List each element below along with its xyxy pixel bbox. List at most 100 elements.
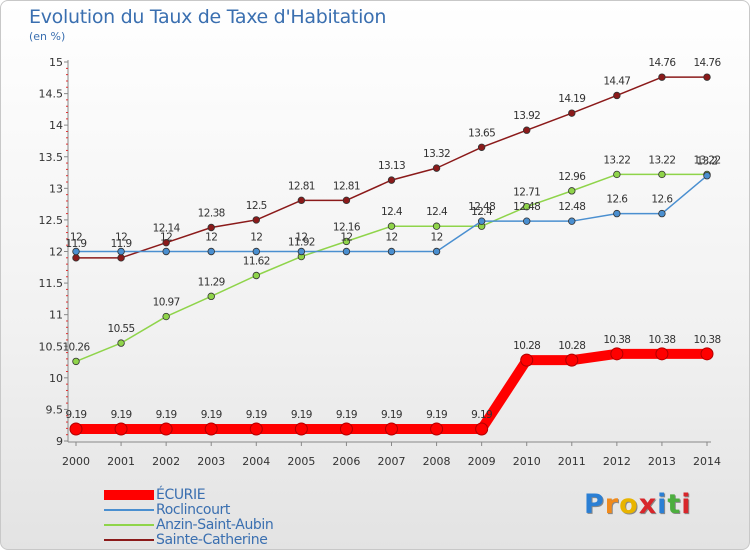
data-point	[342, 247, 351, 256]
data-point	[342, 237, 351, 246]
data-point	[613, 170, 621, 179]
data-point	[432, 247, 441, 256]
data-label: 10.38	[648, 334, 675, 346]
data-point	[703, 171, 711, 180]
y-tick-label: 13.5	[39, 151, 64, 164]
data-point	[658, 170, 666, 179]
data-label: 11.9	[111, 238, 132, 250]
data-label: 9.19	[336, 409, 357, 421]
data-point	[703, 73, 711, 81]
y-tick-label: 9.5	[46, 403, 64, 416]
data-point	[117, 247, 125, 256]
data-point	[432, 164, 441, 172]
data-point	[523, 202, 531, 211]
data-point	[162, 247, 170, 256]
data-point	[339, 422, 353, 436]
x-tick-label: 2007	[378, 455, 406, 468]
legend-label-sainte-catherine: Sainte-Catherine	[156, 532, 268, 548]
data-point	[72, 247, 80, 256]
data-label: 13.65	[468, 127, 495, 139]
legend-label-anzin: Anzin-Saint-Aubin	[156, 517, 274, 533]
data-label: 11.9	[66, 238, 87, 250]
data-point	[162, 312, 170, 321]
data-label: 12	[205, 232, 217, 244]
y-tick-label: 12.5	[39, 214, 64, 227]
data-label: 13.22	[648, 154, 675, 166]
data-label: 10.38	[603, 334, 630, 346]
data-point	[69, 422, 83, 436]
x-tick-label: 2003	[197, 455, 225, 468]
data-label: 14.76	[693, 57, 721, 69]
data-point	[568, 217, 576, 225]
x-tick-label: 2014	[693, 455, 721, 468]
x-tick-label: 2000	[62, 455, 90, 468]
data-label: 13.13	[378, 160, 405, 172]
data-label: 9.19	[156, 409, 177, 421]
data-label: 13.32	[423, 148, 450, 160]
data-point	[297, 247, 306, 256]
data-point	[658, 209, 666, 218]
data-label: 12.48	[468, 201, 495, 213]
y-tick-label: 13	[49, 182, 63, 195]
data-point	[385, 422, 398, 436]
x-tick-label: 2005	[287, 455, 315, 468]
data-point	[610, 347, 624, 361]
data-label: 12	[340, 232, 352, 244]
x-tick-label: 2012	[603, 455, 631, 468]
y-tick-label: 10	[49, 372, 63, 385]
data-label: 14.19	[558, 93, 585, 105]
legend-label-ecurie: ÉCURIE	[156, 487, 206, 503]
data-label: 9.19	[426, 409, 447, 421]
data-point	[655, 347, 669, 361]
x-tick-label: 2010	[513, 455, 541, 468]
chart-title: Evolution du Taux de Taxe d'Habitation	[29, 6, 387, 28]
data-label: 12.81	[288, 180, 315, 192]
data-label: 11.92	[288, 237, 315, 249]
data-label: 12	[295, 232, 307, 244]
data-label: 12.14	[153, 223, 181, 235]
data-label: 12.96	[558, 171, 586, 183]
data-point	[477, 217, 486, 225]
data-label: 13.22	[603, 154, 630, 166]
data-label: 10.26	[62, 341, 90, 353]
data-point	[475, 422, 489, 436]
data-label: 12.81	[333, 180, 360, 192]
data-point	[613, 209, 621, 218]
data-point	[568, 187, 576, 195]
data-label: 12	[160, 232, 172, 244]
data-label: 12	[385, 232, 397, 244]
data-point	[432, 222, 441, 230]
data-point	[297, 196, 306, 205]
data-point	[294, 422, 308, 436]
data-point	[204, 422, 218, 436]
data-point	[117, 339, 125, 347]
data-label: 12	[250, 232, 262, 244]
data-point	[568, 109, 576, 117]
data-point	[207, 247, 215, 256]
x-tick-label: 2009	[468, 455, 496, 468]
y-tick-label: 10.5	[39, 340, 64, 353]
data-label: 12.48	[558, 201, 585, 213]
data-point	[523, 126, 531, 134]
data-label: 9.19	[381, 409, 402, 421]
y-tick-label: 11	[49, 309, 63, 322]
y-tick-label: 11.5	[39, 277, 64, 290]
data-point	[207, 223, 215, 232]
x-tick-label: 2008	[423, 455, 451, 468]
data-point	[523, 217, 531, 225]
data-label: 14.76	[648, 57, 676, 69]
data-label: 9.19	[291, 409, 312, 421]
data-point	[252, 247, 260, 256]
data-label: 12.6	[651, 194, 673, 206]
data-label: 12.6	[606, 194, 628, 206]
data-label: 11.62	[243, 256, 270, 268]
data-label: 13.2	[697, 156, 718, 168]
data-point	[252, 216, 260, 224]
data-point	[658, 73, 666, 81]
data-label: 12.71	[513, 187, 540, 199]
data-label: 9.19	[111, 409, 132, 421]
x-tick-label: 2013	[648, 455, 676, 468]
data-point	[387, 176, 396, 184]
data-point	[159, 422, 173, 436]
